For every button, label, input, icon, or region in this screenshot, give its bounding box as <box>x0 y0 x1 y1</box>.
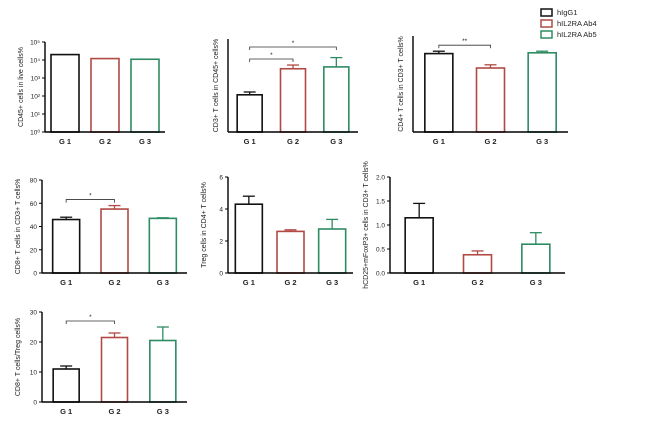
x-tick-label: G 3 <box>326 278 338 287</box>
y-tick-label: 10⁰ <box>30 129 40 137</box>
significance-label: * <box>292 40 295 47</box>
x-tick-label: G 2 <box>99 137 111 146</box>
y-tick-label: 10 <box>30 370 38 377</box>
y-axis-label: hCD25+mFoxP3+ cells in CD3+ T cells% <box>363 161 370 289</box>
y-tick-label: 10² <box>31 94 41 101</box>
legend-swatch <box>540 30 553 39</box>
y-tick-label: 2 <box>219 239 223 246</box>
y-axis-label: CD8+ T cells/Treg cells% <box>15 318 22 396</box>
x-tick-label: G 1 <box>60 278 72 287</box>
y-axis-label: CD3+ T cells in CD45+ cells% <box>213 39 220 133</box>
y-tick-label: 1.0 <box>376 223 385 230</box>
y-tick-label: 1.5 <box>376 199 385 206</box>
significance-bracket <box>438 44 491 49</box>
y-tick-label: 0.5 <box>376 247 385 254</box>
significance-label: * <box>89 314 92 321</box>
y-tick-label: 2.0 <box>376 175 385 182</box>
panel-1: 10⁵ 10⁴ 10³ 10² 10¹ 10⁰ G 1 G 2 G 3 CD45+ cells i… <box>18 40 165 146</box>
significance-bracket <box>65 320 115 324</box>
bar <box>51 218 81 274</box>
y-tick-label: 0 <box>33 400 37 407</box>
y-tick-label: 10⁴ <box>30 58 40 65</box>
bar <box>317 228 347 274</box>
bar <box>234 203 264 274</box>
y-tick-label: 0 <box>219 271 223 278</box>
significance-bracket <box>249 46 337 50</box>
y-tick-label: 10³ <box>31 76 41 83</box>
legend-label: hIgG1 <box>557 8 577 17</box>
bar <box>276 230 305 274</box>
bar <box>100 208 129 274</box>
bar <box>130 58 160 133</box>
x-tick-label: G 3 <box>330 137 342 146</box>
x-tick-label: G 1 <box>243 278 255 287</box>
y-tick-label: 60 <box>30 201 38 208</box>
x-tick-label: G 3 <box>536 137 548 146</box>
x-tick-label: G 1 <box>59 137 71 146</box>
x-tick-label: G 3 <box>139 137 151 146</box>
x-tick-label: G 2 <box>471 278 483 287</box>
legend-label: hIL2RA Ab4 <box>557 19 597 28</box>
bar <box>404 217 434 274</box>
significance-bracket <box>249 58 294 62</box>
y-axis-label: CD45+ cells in live cells% <box>18 47 25 127</box>
y-tick-label: 6 <box>219 175 223 182</box>
x-tick-label: G 3 <box>157 278 169 287</box>
bar <box>475 67 506 133</box>
bar <box>149 339 177 403</box>
panel-2: G 1 G 2 G 3 CD3+ T cells in CD45+ cells% * * <box>213 39 358 146</box>
bar <box>100 336 129 403</box>
bar <box>90 57 120 133</box>
x-tick-label: G 2 <box>108 407 120 416</box>
y-tick-label: 0 <box>33 271 37 278</box>
legend-label: hIL2RA Ab5 <box>557 30 597 39</box>
x-tick-label: G 3 <box>157 407 169 416</box>
significance-label: * <box>270 52 273 59</box>
significance-bracket <box>65 199 115 203</box>
x-tick-label: G 2 <box>287 137 299 146</box>
bar <box>50 53 80 133</box>
x-tick-label: G 2 <box>284 278 296 287</box>
bar <box>279 67 307 133</box>
bar <box>323 66 350 133</box>
x-tick-label: G 1 <box>433 137 445 146</box>
y-axis-label: CD4+ T cells in CD3+ T cells% <box>398 36 405 132</box>
x-tick-label: G 1 <box>413 278 425 287</box>
x-tick-label: G 2 <box>484 137 496 146</box>
bar <box>148 217 178 274</box>
y-tick-label: 80 <box>30 178 38 185</box>
x-tick-label: G 3 <box>530 278 542 287</box>
bar <box>424 52 454 133</box>
y-tick-label: 4 <box>219 207 223 214</box>
panel-4: 0 20 40 60 80 G 1 G 2 G 3 CD8+ T cells in CD3+ T… <box>15 178 187 287</box>
panel-5: 0 2 4 6 G 1 G 2 G 3 Treg cells in CD4+ T cells% <box>201 175 353 287</box>
y-tick-label: 0.0 <box>376 271 385 278</box>
x-tick-label: G 1 <box>60 407 72 416</box>
y-tick-label: 40 <box>30 224 38 231</box>
legend-swatch <box>540 8 553 17</box>
y-tick-label: 20 <box>30 247 38 254</box>
bar <box>527 51 557 133</box>
y-tick-label: 10⁵ <box>30 40 40 47</box>
y-tick-label: 20 <box>30 340 38 347</box>
legend-swatch <box>540 19 553 28</box>
x-tick-label: G 1 <box>244 137 256 146</box>
panel-7: 0 10 20 30 G 1 G 2 G 3 CD8+ T cells/Treg cells%… <box>15 310 187 416</box>
y-axis-label: CD8+ T cells in CD3+ T cells% <box>15 179 22 275</box>
significance-label: * <box>89 193 92 200</box>
bar <box>52 368 80 403</box>
legend: hIgG1 hIL2RA Ab4 hIL2RA Ab5 <box>540 8 597 39</box>
significance-label: ** <box>462 38 468 45</box>
panel-3: G 1 G 2 G 3 CD4+ T cells in CD3+ T cells% ** <box>398 36 568 146</box>
x-tick-label: G 2 <box>108 278 120 287</box>
bar <box>236 94 263 133</box>
y-tick-label: 30 <box>30 310 38 317</box>
panel-6: 0.0 0.5 1.0 1.5 2.0 G 1 G 2 G 3 hCD25+mFoxP3+ ce… <box>363 161 565 289</box>
y-tick-label: 10¹ <box>31 112 41 119</box>
bar <box>462 253 493 274</box>
bar <box>521 243 551 274</box>
y-axis-label: Treg cells in CD4+ T cells% <box>201 182 208 268</box>
